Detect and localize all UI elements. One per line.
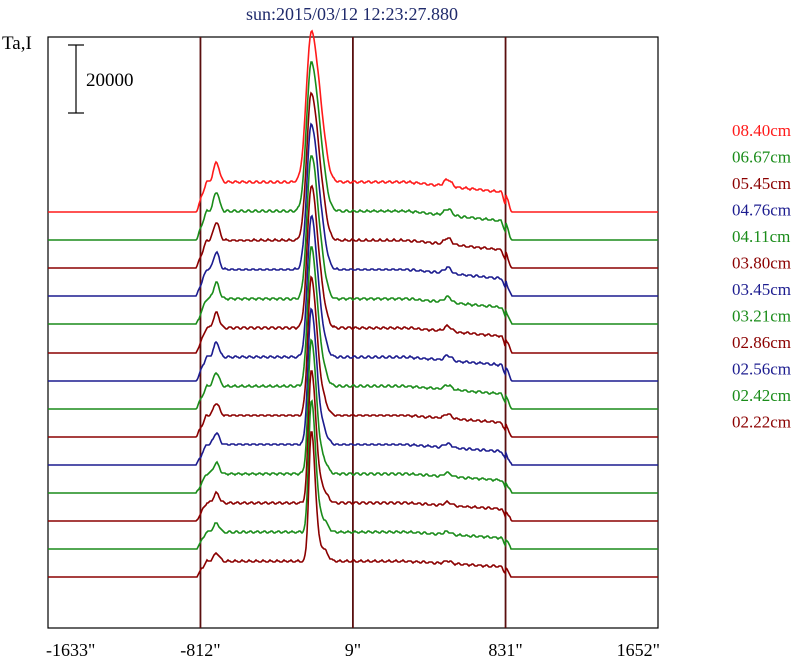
legend-entry: 02.56cm bbox=[732, 360, 791, 379]
series-trace bbox=[48, 122, 658, 297]
series-trace bbox=[48, 91, 658, 269]
scale-bar-label: 20000 bbox=[86, 70, 134, 91]
legend-entry: 02.86cm bbox=[732, 333, 791, 352]
scale-bar: 20000 bbox=[68, 44, 134, 114]
legend-entry: 02.22cm bbox=[732, 413, 791, 432]
legend-entry: 04.11cm bbox=[732, 227, 790, 246]
series-trace bbox=[48, 307, 658, 466]
series-trace bbox=[48, 214, 658, 382]
legend-entry: 02.42cm bbox=[732, 386, 791, 405]
chart-title: sun:2015/03/12 12:23:27.880 bbox=[246, 4, 458, 24]
series-traces bbox=[48, 29, 658, 578]
series-trace bbox=[48, 61, 658, 241]
series-trace bbox=[48, 275, 658, 438]
series-trace bbox=[48, 246, 658, 410]
legend-entry: 08.40cm bbox=[732, 121, 791, 140]
series-trace bbox=[48, 29, 658, 213]
legend-entry: 03.21cm bbox=[732, 307, 791, 326]
series-trace bbox=[48, 431, 658, 578]
legend-entry: 04.76cm bbox=[732, 201, 791, 220]
legend-entry: 03.45cm bbox=[732, 280, 791, 299]
legend-entry: 06.67cm bbox=[732, 148, 791, 167]
vertical-guides bbox=[199, 37, 507, 628]
series-trace bbox=[48, 155, 658, 325]
legend-entry: 03.80cm bbox=[732, 254, 791, 273]
x-tick-labels: -1633" -812" 9" 831" 1652" bbox=[46, 640, 660, 660]
x-tick-label: 9" bbox=[345, 640, 361, 660]
legend: 08.40cm 06.67cm 05.45cm 04.76cm 04.11cm 03.80… bbox=[732, 121, 791, 432]
y-axis-label: Ta,I bbox=[2, 33, 32, 54]
series-trace bbox=[48, 184, 658, 354]
x-tick-label: 1652" bbox=[617, 640, 660, 660]
series-trace bbox=[48, 399, 658, 550]
x-tick-label: -1633" bbox=[46, 640, 95, 660]
x-tick-label: 831" bbox=[488, 640, 522, 660]
series-trace bbox=[48, 370, 658, 522]
x-tick-label: -812" bbox=[180, 640, 220, 660]
series-trace bbox=[48, 338, 658, 494]
legend-entry: 05.45cm bbox=[732, 174, 791, 193]
